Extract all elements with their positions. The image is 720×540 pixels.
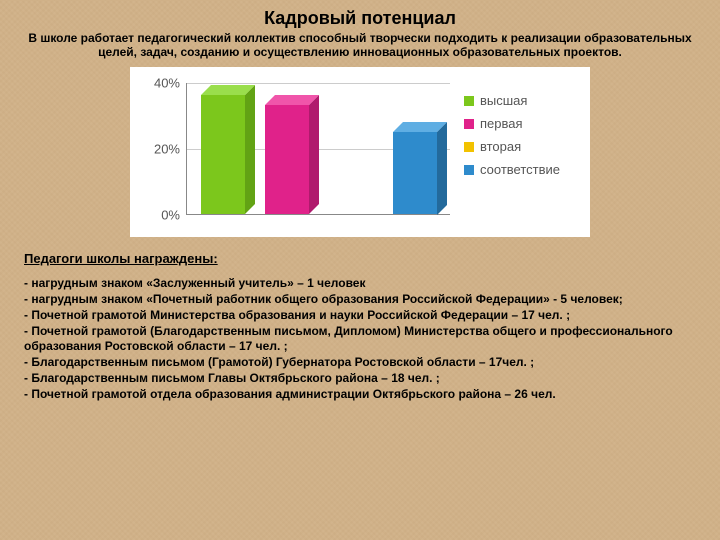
chart-gridline — [187, 83, 450, 84]
legend-item: соответствие — [464, 162, 580, 177]
legend-item: первая — [464, 116, 580, 131]
award-line: - нагрудным знаком «Заслуженный учитель»… — [24, 276, 696, 291]
chart-bar — [265, 95, 319, 214]
page: Кадровый потенциал В школе работает педа… — [0, 0, 720, 540]
legend-label: высшая — [480, 93, 527, 108]
chart-ylabel: 40% — [140, 76, 180, 91]
legend-swatch — [464, 142, 474, 152]
awards-heading: Педагоги школы награждены: — [24, 251, 696, 266]
chart-ylabel: 20% — [140, 142, 180, 157]
chart-bar-front — [265, 105, 309, 214]
chart-bar — [201, 85, 255, 214]
page-title: Кадровый потенциал — [24, 8, 696, 29]
chart-bar-side — [437, 122, 447, 215]
chart-bar-front — [393, 132, 437, 215]
award-line: - нагрудным знаком «Почетный работник об… — [24, 292, 696, 307]
bar-chart: 0% 20% 40% высшая первая вторая соответствие — [130, 67, 590, 237]
chart-bar — [393, 122, 447, 215]
legend-swatch — [464, 96, 474, 106]
legend-label: первая — [480, 116, 523, 131]
award-line: - Благодарственным письмом (Грамотой) Гу… — [24, 355, 696, 370]
legend-item: высшая — [464, 93, 580, 108]
chart-container: 0% 20% 40% высшая первая вторая соответствие — [24, 67, 696, 237]
chart-bar-front — [201, 95, 245, 214]
award-line: - Почетной грамотой отдела образования а… — [24, 387, 696, 402]
legend-label: соответствие — [480, 162, 560, 177]
chart-bar-side — [245, 85, 255, 214]
award-line: - Благодарственным письмом Главы Октябрь… — [24, 371, 696, 386]
legend-swatch — [464, 119, 474, 129]
chart-ylabel: 0% — [140, 208, 180, 223]
legend-swatch — [464, 165, 474, 175]
page-subtitle: В школе работает педагогический коллекти… — [24, 31, 696, 59]
award-line: - Почетной грамотой Министерства образов… — [24, 308, 696, 323]
legend-label: вторая — [480, 139, 521, 154]
awards-list: - нагрудным знаком «Заслуженный учитель»… — [24, 276, 696, 402]
legend-item: вторая — [464, 139, 580, 154]
award-line: - Почетной грамотой (Благодарственным пи… — [24, 324, 696, 354]
chart-plot: 0% 20% 40% — [140, 79, 458, 231]
chart-bar — [329, 204, 383, 214]
chart-legend: высшая первая вторая соответствие — [458, 79, 580, 231]
chart-plot-area — [186, 83, 450, 215]
chart-bar-side — [309, 95, 319, 214]
chart-bar-top — [393, 122, 447, 132]
